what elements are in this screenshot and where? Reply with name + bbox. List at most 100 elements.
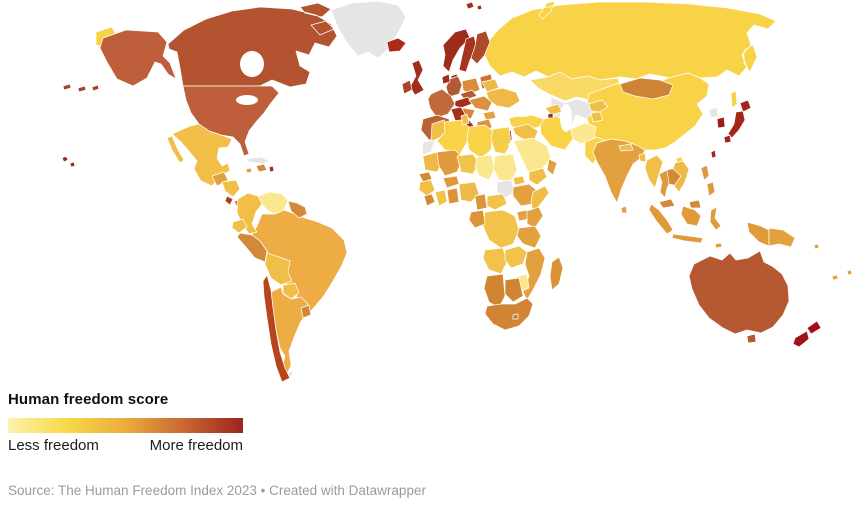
country-jamaica[interactable] <box>245 167 253 174</box>
country-uk[interactable] <box>409 59 425 96</box>
country-lesotho[interactable] <box>512 313 519 320</box>
datawrapper-credit-link[interactable]: Created with Datawrapper <box>269 483 426 498</box>
country-central-african-republic[interactable] <box>486 193 508 211</box>
country-chile[interactable] <box>262 274 291 383</box>
country-kenya[interactable] <box>526 206 544 229</box>
black-sea <box>509 105 535 117</box>
country-czech-slovakia[interactable] <box>459 89 478 101</box>
country-mexico[interactable] <box>166 123 233 187</box>
country-new-caledonia[interactable] <box>831 274 839 281</box>
country-india[interactable] <box>592 138 646 204</box>
country-madagascar[interactable] <box>549 256 564 291</box>
country-somalia[interactable] <box>530 185 550 213</box>
country-armenia[interactable] <box>547 112 554 119</box>
country-costa-rica[interactable] <box>224 195 234 206</box>
country-nepal-bhutan[interactable] <box>618 143 634 152</box>
country-norway[interactable] <box>442 28 471 73</box>
country-alaska[interactable] <box>99 29 177 87</box>
country-guinea[interactable] <box>418 179 436 197</box>
country-canada[interactable] <box>167 2 361 88</box>
country-aleutian-islands[interactable] <box>62 83 100 93</box>
country-papua-new-guinea[interactable] <box>768 227 796 248</box>
country-south-africa[interactable] <box>484 297 534 331</box>
country-honduras-nicaragua[interactable] <box>221 179 241 198</box>
country-taiwan[interactable] <box>710 149 717 159</box>
country-fiji[interactable] <box>846 269 853 276</box>
country-sri-lanka[interactable] <box>620 205 628 214</box>
country-poland[interactable] <box>461 77 481 95</box>
red-sea <box>508 141 527 173</box>
country-new-zealand[interactable] <box>792 320 822 348</box>
country-ghana-togo-benin[interactable] <box>446 187 460 205</box>
country-libya[interactable] <box>466 124 494 159</box>
country-western-sahara[interactable] <box>421 139 436 156</box>
country-hispaniola[interactable] <box>255 163 268 173</box>
country-belarus[interactable] <box>481 78 500 93</box>
country-south-korea[interactable] <box>716 116 726 129</box>
country-france[interactable] <box>427 88 456 119</box>
country-senegal[interactable] <box>418 171 433 183</box>
country-paraguay[interactable] <box>282 282 300 300</box>
country-indonesia[interactable] <box>648 203 770 249</box>
country-botswana[interactable] <box>504 277 524 303</box>
country-ecuador[interactable] <box>231 218 248 234</box>
country-switzerland-austria[interactable] <box>454 96 473 109</box>
country-iceland[interactable] <box>386 37 407 53</box>
country-egypt[interactable] <box>490 126 512 155</box>
country-hawaii[interactable] <box>61 155 76 168</box>
country-malaysia[interactable] <box>658 198 702 209</box>
country-hungary-romania[interactable] <box>468 95 493 112</box>
country-sweden[interactable] <box>458 35 478 73</box>
country-ivory-coast[interactable] <box>434 189 448 207</box>
country-chad[interactable] <box>474 154 496 181</box>
country-sierra-leone-liberia[interactable] <box>423 193 436 207</box>
country-tanzania[interactable] <box>516 225 542 249</box>
country-mongolia[interactable] <box>619 77 674 100</box>
country-bolivia[interactable] <box>264 252 293 286</box>
country-venezuela[interactable] <box>257 191 289 215</box>
country-south-sudan[interactable] <box>496 179 516 199</box>
country-mali[interactable] <box>436 149 464 177</box>
country-angola[interactable] <box>482 247 508 275</box>
country-bangladesh[interactable] <box>638 152 647 163</box>
country-vietnam[interactable] <box>672 160 690 193</box>
country-bulgaria[interactable] <box>482 110 497 121</box>
country-tunisia[interactable] <box>460 113 470 126</box>
country-netherlands-belgium[interactable] <box>441 73 451 85</box>
country-finland[interactable] <box>470 30 491 65</box>
country-oman[interactable] <box>546 158 558 176</box>
world-map <box>61 0 853 383</box>
water-overlays <box>236 51 572 173</box>
country-cuba[interactable] <box>245 156 271 165</box>
country-guatemala-belize[interactable] <box>211 171 229 187</box>
country-zambia[interactable] <box>504 245 528 269</box>
country-japan[interactable] <box>723 99 752 144</box>
country-svalbard[interactable] <box>465 1 483 11</box>
country-usa[interactable] <box>182 85 280 157</box>
country-burkina-faso[interactable] <box>442 175 460 189</box>
country-ukraine[interactable] <box>485 87 521 109</box>
country-peru[interactable] <box>236 232 268 263</box>
country-drc[interactable] <box>482 209 520 249</box>
country-russia[interactable] <box>483 0 777 109</box>
country-myanmar[interactable] <box>644 154 664 189</box>
source-text: Source: The Human Freedom Index 2023 • <box>8 483 270 498</box>
country-falkland-islands[interactable] <box>287 370 294 377</box>
country-argentina[interactable] <box>270 286 310 378</box>
country-solomon-islands[interactable] <box>813 243 820 250</box>
caspian-sea <box>560 104 572 132</box>
country-north-korea[interactable] <box>708 106 719 119</box>
country-guyana-suriname[interactable] <box>287 200 308 219</box>
country-australia[interactable] <box>688 250 790 344</box>
country-kyrgyzstan-tajikistan[interactable] <box>588 99 609 123</box>
country-lesser-antilles[interactable] <box>268 165 275 173</box>
country-namibia[interactable] <box>483 273 506 309</box>
source-attribution: Source: The Human Freedom Index 2023 • C… <box>8 483 426 498</box>
country-ireland[interactable] <box>401 79 413 95</box>
country-gabon-congo[interactable] <box>468 209 486 229</box>
country-yemen[interactable] <box>528 167 548 186</box>
country-philippines[interactable] <box>700 164 716 197</box>
country-eritrea[interactable] <box>512 175 526 186</box>
country-uruguay[interactable] <box>300 304 312 319</box>
country-cameroon[interactable] <box>474 193 488 211</box>
